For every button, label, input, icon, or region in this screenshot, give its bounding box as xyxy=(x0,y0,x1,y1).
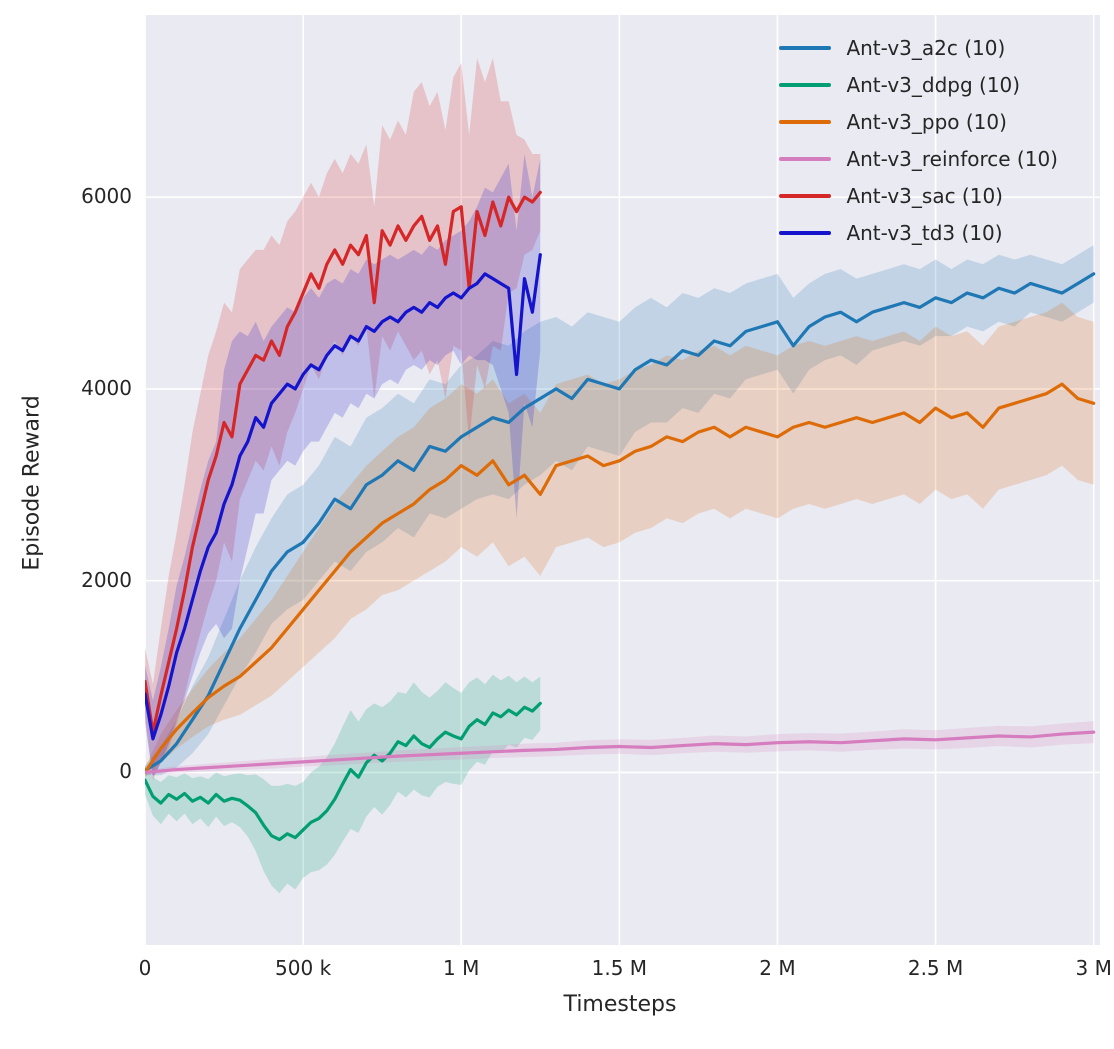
x-tick-label: 1.5 M xyxy=(591,956,648,980)
legend-line-swatch xyxy=(779,193,832,198)
legend-line-swatch xyxy=(779,45,832,50)
legend-label: Ant-v3_ddpg (10) xyxy=(846,72,1021,97)
series-line xyxy=(145,272,1096,773)
x-tick-label: 2.5 M xyxy=(907,956,964,980)
y-axis-label: Episode Reward xyxy=(19,395,45,571)
legend-entry: Ant-v3_sac (10) xyxy=(779,177,1058,214)
y-tick-label: 2000 xyxy=(81,567,132,592)
series-line xyxy=(145,701,542,842)
series-line xyxy=(145,730,1096,775)
x-tick-label: 1 M xyxy=(443,956,480,980)
legend-entry: Ant-v3_ddpg (10) xyxy=(779,66,1058,103)
series-line xyxy=(145,190,542,734)
x-tick-label: 3 M xyxy=(1075,956,1112,980)
chart-canvas xyxy=(145,15,1100,945)
x-tick-label: 0 xyxy=(138,956,152,980)
legend-entry: Ant-v3_a2c (10) xyxy=(779,29,1058,66)
series-line xyxy=(145,253,542,741)
legend-label: Ant-v3_a2c (10) xyxy=(846,35,1006,60)
series-band xyxy=(145,245,1094,776)
x-tick-label: 2 M xyxy=(759,956,796,980)
legend-entry: Ant-v3_td3 (10) xyxy=(779,214,1058,251)
legend-label: Ant-v3_sac (10) xyxy=(846,183,1003,208)
plot-area: Ant-v3_a2c (10) Ant-v3_ddpg (10) Ant-v3_pp… xyxy=(145,15,1100,945)
legend-line-swatch xyxy=(779,156,832,161)
legend-line-swatch xyxy=(779,119,832,124)
legend-entry: Ant-v3_reinforce (10) xyxy=(779,140,1058,177)
legend-line-swatch xyxy=(779,230,832,235)
legend-line-swatch xyxy=(779,82,832,87)
legend: Ant-v3_a2c (10) Ant-v3_ddpg (10) Ant-v3_pp… xyxy=(779,29,1058,251)
legend-label: Ant-v3_reinforce (10) xyxy=(846,146,1058,171)
series-band xyxy=(145,302,1094,778)
x-tick-label: 500 k xyxy=(275,956,332,980)
legend-label: Ant-v3_td3 (10) xyxy=(846,220,1003,245)
x-axis-label: Timesteps xyxy=(563,992,677,1017)
series-band xyxy=(145,154,541,778)
legend-entry: Ant-v3_ppo (10) xyxy=(779,103,1058,140)
y-tick-label: 0 xyxy=(119,759,132,784)
series-line xyxy=(145,382,1096,775)
legend-label: Ant-v3_ppo (10) xyxy=(846,109,1007,134)
y-tick-label: 4000 xyxy=(81,375,132,400)
y-tick-label: 6000 xyxy=(81,184,132,209)
